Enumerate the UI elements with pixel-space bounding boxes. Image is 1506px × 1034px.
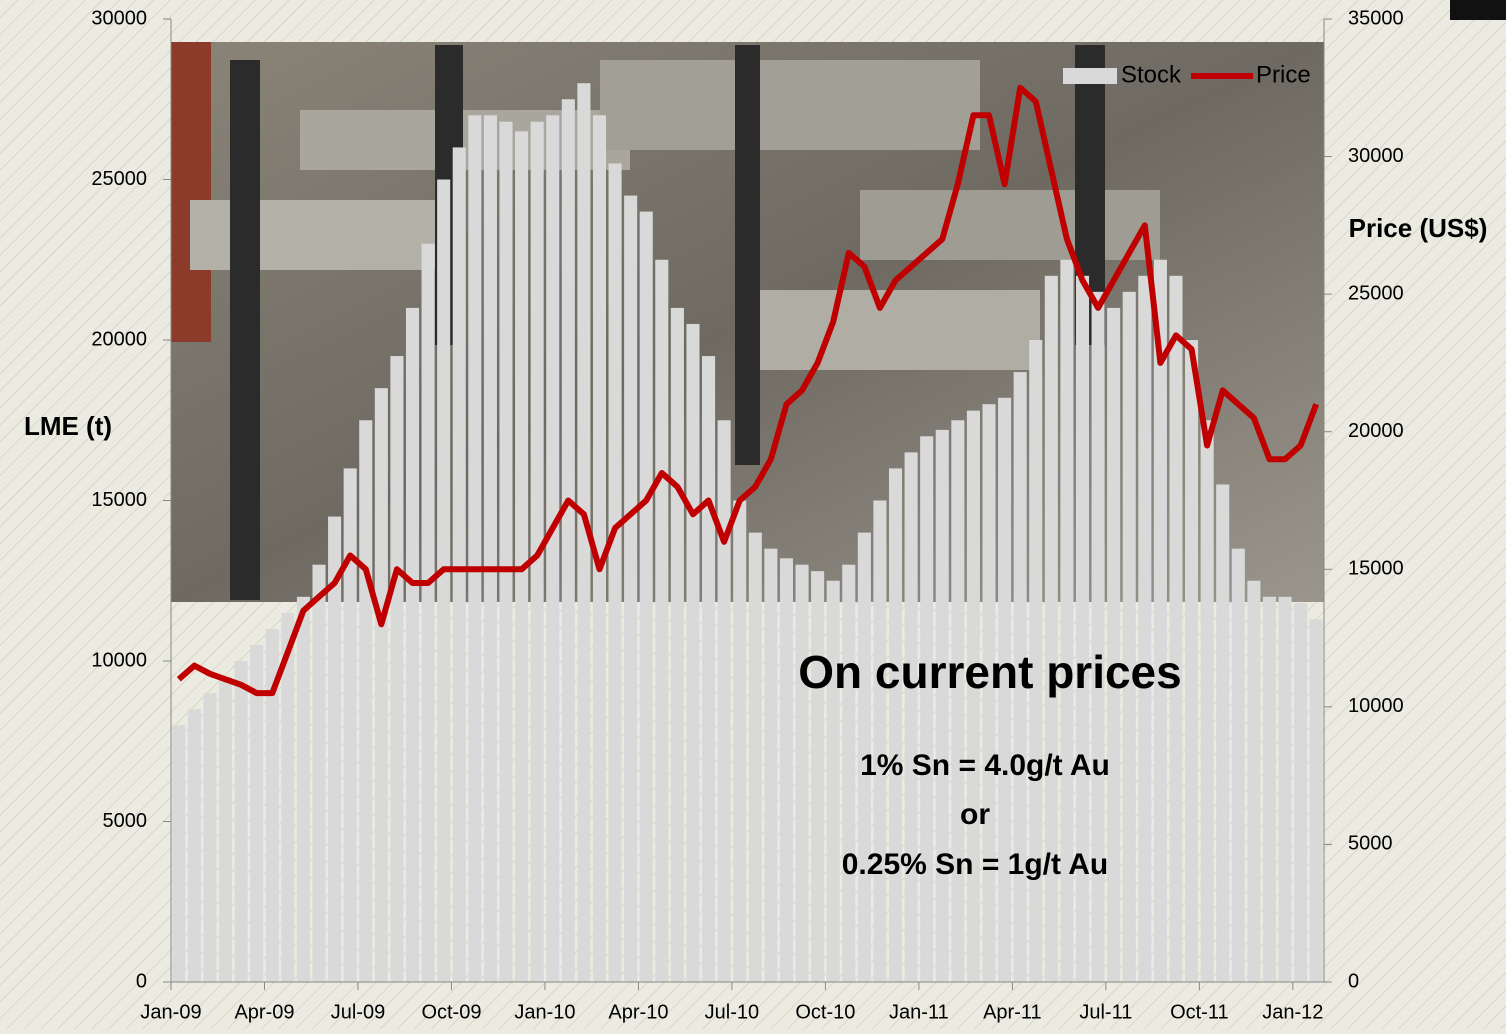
bar [624, 196, 637, 982]
annotation: On current prices [798, 646, 1181, 698]
y-tick-label: 20000 [91, 328, 147, 350]
bar [406, 308, 419, 982]
bar [390, 356, 403, 982]
y2-tick-label: 10000 [1348, 695, 1404, 717]
legend-swatch [1063, 68, 1117, 84]
y-tick-label: 30000 [91, 7, 147, 29]
bar [780, 558, 793, 982]
bar [562, 99, 575, 982]
x-tick-label: Oct-09 [421, 1001, 481, 1023]
x-tick-label: Jan-09 [140, 1001, 201, 1023]
chart: 0 5000 10000 15000 20000 25000 30000 0 5000 10000… [0, 0, 1506, 1029]
y-tick-label: 15000 [91, 489, 147, 511]
bar [1216, 484, 1229, 982]
bar [437, 180, 450, 983]
bar [749, 533, 762, 982]
x-tick-label: Jan-12 [1262, 1001, 1323, 1023]
bar [484, 115, 497, 982]
bar [609, 163, 622, 982]
x-tick-label: Jul-10 [705, 1001, 759, 1023]
bar [795, 565, 808, 982]
bar [889, 468, 902, 982]
x-tick-label: Apr-11 [983, 1001, 1042, 1023]
bar [172, 725, 185, 982]
legend-label: Price [1256, 61, 1311, 88]
bar [905, 452, 918, 982]
bar [671, 308, 684, 982]
bar [375, 388, 388, 982]
legend-label: Stock [1121, 61, 1182, 88]
y-tick-label: 0 [136, 970, 147, 992]
bar [344, 468, 357, 982]
bar [422, 244, 435, 982]
bar [468, 115, 481, 982]
bar [1123, 292, 1136, 982]
bar [235, 661, 248, 982]
y-tick-label: 5000 [103, 810, 148, 832]
bar [453, 147, 466, 982]
bar [764, 549, 777, 982]
y2-tick-label: 5000 [1348, 833, 1393, 855]
bar [1232, 549, 1245, 982]
bar [1294, 603, 1307, 982]
y2-tick-label: 0 [1348, 970, 1359, 992]
bar [515, 131, 528, 982]
bar [702, 356, 715, 982]
bar [1247, 581, 1260, 982]
bar [655, 260, 668, 982]
annotation: 0.25% Sn = 1g/t Au [842, 848, 1108, 881]
bar [1310, 619, 1323, 982]
x-tick-label: Oct-11 [1170, 1001, 1229, 1023]
y2-tick-label: 30000 [1348, 145, 1404, 167]
corner-box [1450, 0, 1506, 20]
y2-tick-label: 20000 [1348, 420, 1404, 442]
bar [1107, 308, 1120, 982]
x-tick-label: Jul-11 [1079, 1001, 1132, 1023]
bar [188, 709, 201, 982]
bar [297, 597, 310, 982]
bar [359, 420, 372, 982]
bar [827, 581, 840, 982]
bar [842, 565, 855, 982]
bar [1279, 597, 1292, 982]
bar [873, 501, 886, 983]
y-axis-label: LME (t) [24, 411, 112, 441]
x-tick-label: Jan-11 [889, 1001, 949, 1023]
bar [718, 420, 731, 982]
x-tick-label: Jan-10 [514, 1001, 575, 1023]
bar [203, 693, 216, 982]
bar [640, 212, 653, 982]
bar [920, 436, 933, 982]
bar [219, 677, 232, 982]
bar [546, 115, 559, 982]
y-tick-label: 25000 [91, 168, 147, 190]
bar [1263, 597, 1276, 982]
bar [1138, 276, 1151, 982]
annotation: 1% Sn = 4.0g/t Au [860, 749, 1110, 782]
bar [1154, 260, 1167, 982]
bar [1185, 340, 1198, 982]
bar [686, 324, 699, 982]
bar [1169, 276, 1182, 982]
y2-tick-label: 15000 [1348, 558, 1404, 580]
bar [936, 430, 949, 982]
bar [733, 501, 746, 983]
x-tick-label: Apr-09 [234, 1001, 294, 1023]
bar [499, 122, 512, 982]
bar [312, 565, 325, 982]
y2-tick-label: 25000 [1348, 282, 1404, 304]
bar [951, 420, 964, 982]
y2-axis-label: Price (US$) [1349, 213, 1488, 243]
y2-tick-label: 35000 [1348, 7, 1404, 29]
annotation: or [960, 798, 990, 831]
bar [811, 571, 824, 982]
x-tick-label: Apr-10 [608, 1001, 668, 1023]
bar [1201, 420, 1214, 982]
y-tick-label: 10000 [91, 649, 147, 671]
x-tick-label: Oct-10 [795, 1001, 855, 1023]
x-tick-label: Jul-09 [331, 1001, 385, 1023]
